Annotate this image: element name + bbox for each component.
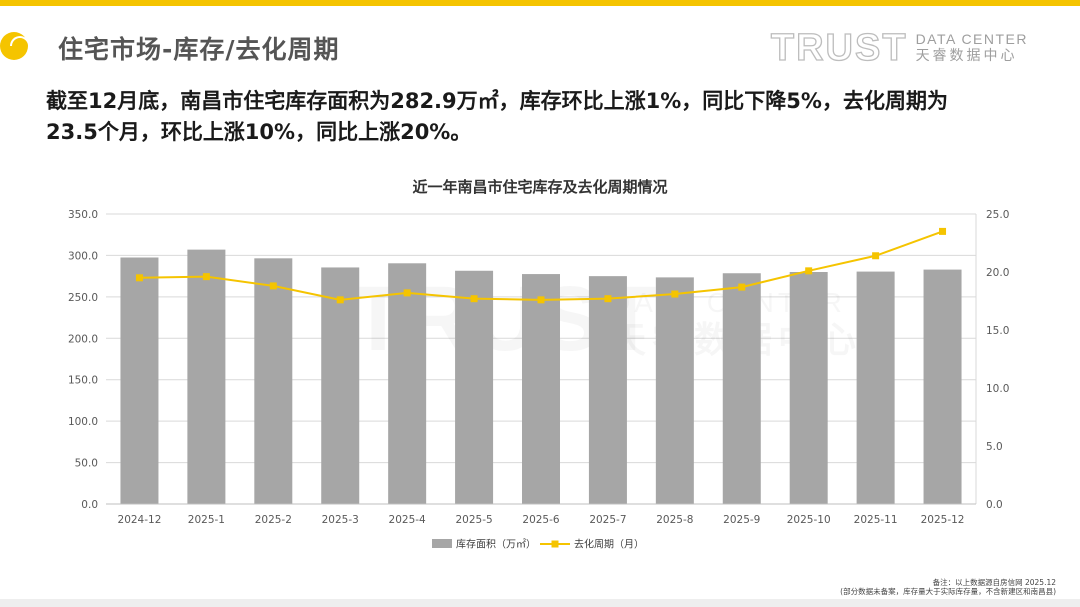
- bar-inventory: [321, 267, 360, 504]
- y-axis-tick-label: 0.0: [81, 499, 98, 511]
- bar-inventory: [455, 270, 494, 504]
- y-axis-tick-label: 200.0: [68, 333, 98, 345]
- summary-line-2: 23.5个月，环比上涨10%，同比上涨20%。: [46, 120, 472, 144]
- bar-inventory: [789, 272, 828, 504]
- page-title: 住宅市场-库存/去化周期: [58, 35, 340, 64]
- x-axis-tick-label: 2025-10: [787, 514, 831, 526]
- legend-bar-label: 库存面积（万㎡）: [456, 538, 536, 551]
- line-point: [738, 283, 746, 291]
- brand-data-center-text: DATA CENTER: [915, 31, 1028, 47]
- x-axis-tick-label: 2025-12: [921, 514, 965, 526]
- chart-title: 近一年南昌市住宅库存及去化周期情况: [412, 178, 668, 196]
- line-point: [805, 267, 813, 275]
- footnote-line-2: (部分数据未备案，库存量大于实际库存量，不含新建区和南昌县): [840, 587, 1056, 596]
- bar-inventory: [655, 277, 694, 504]
- line-point: [604, 295, 612, 303]
- footnote: 备注：以上数据源自房信网 2025.12 (部分数据未备案，库存量大于实际库存量…: [840, 578, 1056, 596]
- x-axis-tick-label: 2025-1: [188, 514, 225, 526]
- summary-line-1: 截至12月底，南昌市住宅库存面积为282.9万㎡，库存环比上涨1%，同比下降5%…: [46, 89, 948, 113]
- x-axis-tick-label: 2025-6: [522, 514, 560, 526]
- line-point: [135, 274, 143, 282]
- y2-axis-tick-label: 0.0: [986, 499, 1003, 511]
- bar-inventory: [588, 276, 627, 504]
- y2-axis-tick-label: 10.0: [986, 383, 1009, 395]
- y-axis-tick-label: 150.0: [68, 375, 98, 387]
- summary-text: 截至12月底，南昌市住宅库存面积为282.9万㎡，库存环比上涨1%，同比下降5%…: [46, 86, 1046, 148]
- line-point: [939, 227, 947, 235]
- y-axis-tick-label: 300.0: [68, 250, 98, 262]
- line-point: [336, 296, 344, 304]
- bar-inventory: [522, 274, 560, 504]
- x-axis-tick-label: 2025-7: [589, 514, 626, 526]
- line-point: [537, 296, 545, 304]
- legend-bar-swatch: [432, 539, 452, 548]
- bottom-bar: [0, 599, 1080, 607]
- bar-inventory: [923, 269, 962, 504]
- line-point: [671, 290, 679, 298]
- x-axis-tick-label: 2025-2: [255, 514, 292, 526]
- y-axis-tick-label: 50.0: [75, 458, 98, 470]
- y-axis-tick-label: 100.0: [68, 416, 98, 428]
- y2-axis-tick-label: 25.0: [986, 209, 1009, 221]
- brand-trust-text: TRUST: [770, 27, 908, 69]
- x-axis-tick-label: 2025-3: [322, 514, 359, 526]
- x-axis-tick-label: 2025-5: [455, 514, 492, 526]
- bar-inventory: [856, 271, 895, 504]
- legend-line-label: 去化周期（月）: [574, 538, 644, 551]
- x-axis-tick-label: 2025-4: [389, 514, 427, 526]
- x-axis-tick-label: 2024-12: [118, 514, 162, 526]
- legend-line-marker: [551, 540, 559, 548]
- x-axis-tick-label: 2025-8: [656, 514, 693, 526]
- y-axis-tick-label: 350.0: [68, 209, 98, 221]
- brand-cn-text: 天睿数据中心: [915, 48, 1018, 64]
- y-axis-tick-label: 250.0: [68, 292, 98, 304]
- y2-axis-tick-label: 15.0: [986, 325, 1009, 337]
- bar-inventory: [722, 273, 761, 504]
- line-point: [470, 295, 478, 303]
- bar-inventory: [388, 263, 427, 504]
- line-point: [403, 289, 411, 297]
- brand-logo: TRUST DATA CENTER 天睿数据中心: [770, 27, 1028, 69]
- y2-axis-tick-label: 5.0: [986, 441, 1003, 453]
- bar-inventory: [120, 257, 159, 504]
- bar-inventory: [187, 249, 226, 504]
- sun-logo-icon: [0, 32, 30, 60]
- y2-axis-tick-label: 20.0: [986, 267, 1009, 279]
- line-point: [202, 273, 210, 281]
- x-axis-tick-label: 2025-11: [854, 514, 898, 526]
- x-axis-tick-label: 2025-9: [723, 514, 760, 526]
- bar-inventory: [254, 258, 293, 504]
- footnote-line-1: 备注：以上数据源自房信网 2025.12: [932, 578, 1056, 587]
- line-point: [269, 282, 277, 290]
- line-point: [872, 252, 880, 260]
- top-accent-bar: [0, 0, 1080, 6]
